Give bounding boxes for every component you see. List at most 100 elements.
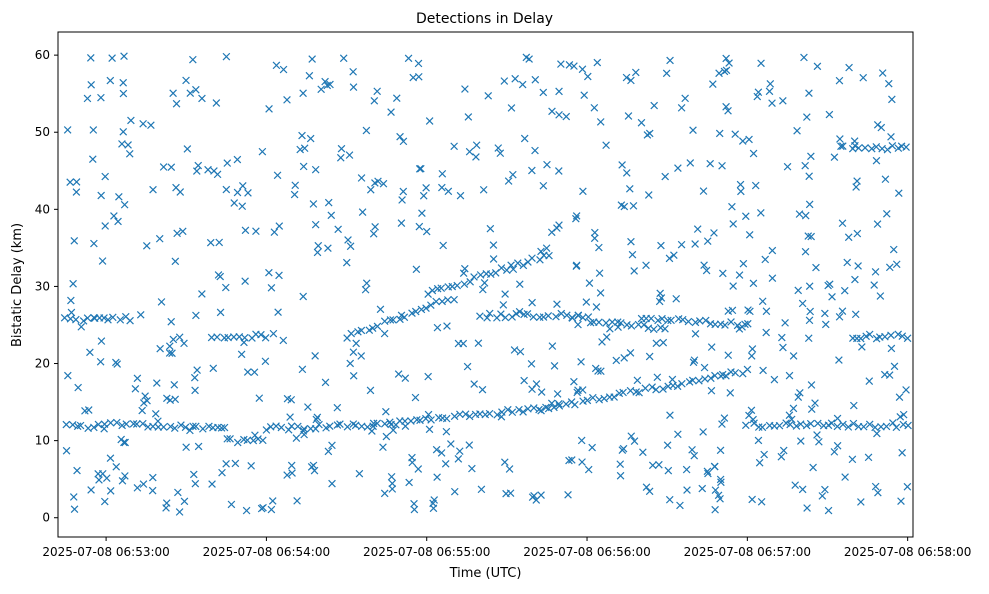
detection-point [206,238,215,247]
detection-point [608,318,617,326]
detection-point [79,317,88,325]
detection-point [528,385,536,394]
detection-point [443,296,452,304]
detection-point [854,144,863,152]
detection-point [563,311,571,320]
detection-point [461,85,469,93]
detection-point [189,470,198,479]
detection-point [183,145,192,153]
detection-point [602,141,610,150]
detection-point [833,422,842,431]
detection-point [535,405,543,414]
detection-point [837,142,845,151]
detection-point [294,422,302,431]
detection-point [108,313,117,322]
detection-point [176,188,185,196]
detection-point [416,416,424,425]
detection-point [170,424,179,433]
detection-point [275,271,283,280]
detection-point [564,490,572,499]
detection-point [519,408,527,416]
detection-point [328,479,336,488]
detection-point [657,294,666,302]
detection-point [100,497,109,506]
detection-point [288,469,296,477]
detection-point [616,471,625,480]
detection-point [812,263,820,272]
detection-point [216,308,225,317]
detection-point [324,198,333,207]
detection-point [189,55,197,64]
detection-point [853,229,862,238]
detection-point [199,425,207,433]
detection-point [106,76,115,85]
detection-point [818,492,827,500]
detection-point [683,486,691,494]
detection-point [241,277,249,286]
detection-point [677,104,686,112]
detection-point [267,283,276,292]
detection-point [872,156,881,165]
detection-point [727,318,735,326]
detection-point [139,480,148,488]
detection-point [626,349,635,357]
detection-point [68,420,77,429]
detection-point [309,461,318,470]
detection-point [552,312,560,321]
detection-point [876,292,885,300]
detection-point [884,79,893,88]
detection-point [459,339,468,348]
detection-point [349,83,358,91]
detection-point [707,343,716,351]
detection-point [151,409,160,418]
detection-point [124,141,132,149]
detection-point [550,362,559,370]
detection-point [745,230,754,239]
detection-point [849,401,858,410]
detection-point [794,393,803,401]
detection-point [261,357,270,366]
detection-point [396,132,404,141]
detection-point [743,365,752,374]
detection-point [509,170,517,179]
detection-point [620,202,629,211]
x-axis-label: Time (UTC) [449,566,522,581]
detection-point [547,228,556,237]
detection-point [887,132,895,141]
data-points [60,52,912,516]
detection-point [888,95,896,104]
detection-point [661,324,669,333]
detection-point [835,76,844,85]
detection-point [141,392,149,400]
detection-point [759,366,767,375]
detection-point [871,268,880,276]
detection-point [119,127,128,136]
detection-point [515,405,523,414]
detection-point [493,410,502,419]
detection-point [439,241,448,250]
detection-point [399,137,408,146]
detection-point [112,463,121,471]
detection-point [698,484,707,493]
detection-point [897,497,905,505]
detection-point [370,96,379,105]
y-tick-label: 30 [35,279,50,293]
detection-point [218,468,226,477]
detection-point [422,227,431,236]
detection-point [182,443,190,452]
detection-point [279,336,288,345]
detection-point [138,406,146,415]
detection-point [401,374,410,383]
detection-point [537,247,545,256]
detection-point [257,330,265,339]
detection-point [630,437,639,445]
detection-point [555,87,563,96]
detection-point [519,261,528,270]
detection-point [885,263,894,272]
detection-point [362,279,371,288]
detection-point [283,394,292,403]
detection-point [725,59,733,67]
detection-point [498,408,506,416]
detection-point [528,254,536,262]
